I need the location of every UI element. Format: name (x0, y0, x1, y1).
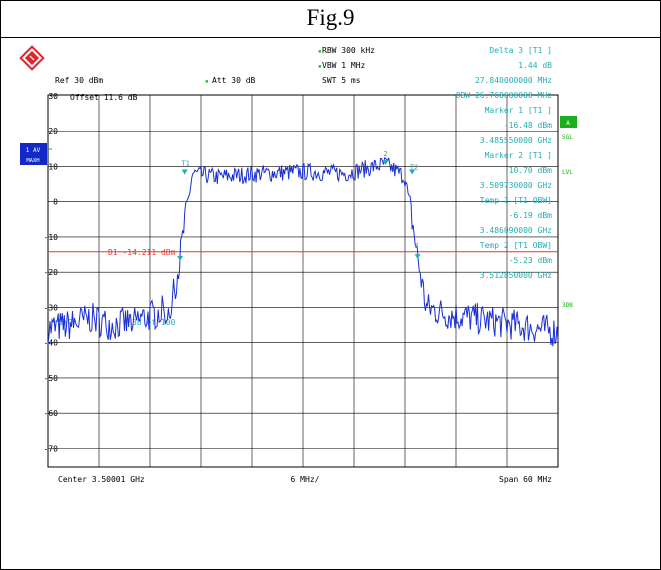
left-trace-tag: 1 AV MAXH (20, 143, 52, 165)
figure-caption-bar: Fig.9 (1, 1, 660, 38)
marker-readout-line: 3.509730000 GHz (480, 181, 552, 190)
offset-label: Offset 11.6 dB (70, 93, 138, 102)
marker-readout-line: 3.486090000 GHz (480, 226, 552, 235)
figure-caption: Fig.9 (306, 5, 355, 30)
trace-markers: T1 2 T2 3 (177, 150, 421, 261)
right-status-tags: A SGL LVL 3DB (560, 116, 577, 309)
att-label: Att 30 dB (212, 76, 256, 85)
rbw-marker-icon: ▪ (318, 48, 322, 55)
marker-triangle-icon (177, 255, 184, 261)
y-tick-label: -40 (44, 339, 59, 348)
ref-level-label: Ref 30 dBm (55, 76, 103, 85)
vbw-label: VBW 1 MHz (322, 61, 366, 70)
vbw-marker-icon: ▪ (318, 63, 322, 70)
sweep-label: SWP (58, 318, 73, 327)
marker-readout-line: 10.70 dBm (509, 166, 553, 175)
marker-readout-line: OBW 26.760000000 MHz (456, 91, 553, 100)
marker-triangle-icon (409, 169, 416, 175)
center-frequency-label: Center 3.50001 GHz (58, 475, 145, 484)
division-label: 6 MHz/ (291, 475, 320, 484)
trace-mode-av: 1 AV (26, 147, 41, 154)
d1-line-label: D1 -14.211 dBm (108, 248, 176, 257)
screen-a-tag (560, 116, 577, 128)
marker-readout-line: -5.23 dBm (509, 256, 553, 265)
y-tick-label: -70 (44, 444, 59, 453)
y-tick-label: 10 (48, 162, 58, 171)
overlay-texts: Offset 11.6 dB SWP 38 of 100 (58, 93, 176, 327)
y-tick-label: -30 (44, 303, 59, 312)
y-tick-label: 20 (48, 127, 58, 136)
rohde-schwarz-logo-icon (19, 45, 45, 71)
trace-mode-maxh: MAXH (26, 158, 39, 164)
swt-label: SWT 5 ms (322, 76, 361, 85)
marker-readout-line: -6.19 dBm (509, 211, 553, 220)
y-tick-label: 0 (53, 198, 58, 207)
marker-readout-line: Marker 2 [T1 ] (485, 151, 552, 160)
marker-readout-line: Temp 1 [T1 OBW] (480, 196, 552, 205)
marker-label: 3 (415, 242, 419, 250)
marker-readout-line: Delta 3 [T1 ] (489, 46, 552, 55)
marker-readout-line: 3.485550000 GHz (480, 136, 552, 145)
lvl-tag: LVL (562, 169, 573, 176)
y-tick-label: -50 (44, 374, 59, 383)
grid (48, 95, 558, 467)
y-tick-label: -60 (44, 409, 59, 418)
marker-triangle-icon (181, 169, 188, 175)
footer: Center 3.50001 GHz 6 MHz/ Span 60 MHz (58, 475, 552, 484)
att-marker-icon: ▪ (205, 78, 209, 85)
y-tick-label: 30 (48, 92, 58, 101)
marker-readout-line: Marker 1 [T1 ] (485, 106, 552, 115)
span-label: Span 60 MHz (499, 475, 552, 484)
marker-readout-line: -16.48 dBm (504, 121, 552, 130)
marker-triangle-icon (414, 254, 421, 260)
marker-label: T2 (410, 164, 418, 172)
sweep-count-label: 38 of 100 (132, 318, 176, 327)
marker-readout-line: 3.512850000 GHz (480, 271, 552, 280)
3db-tag: 3DB (562, 302, 573, 309)
marker-label: 2 (384, 150, 388, 158)
marker-label: T1 (181, 160, 189, 168)
svg-text:A: A (566, 120, 570, 127)
marker-readout-panel: Delta 3 [T1 ] 1.44 dB 27.840000000 MHz OBW … (456, 46, 553, 280)
display-line-d1: D1 -14.211 dBm (48, 248, 558, 257)
rbw-label: RBW 300 kHz (322, 46, 375, 55)
marker-readout-line: Temp 2 [T1 OBW] (480, 241, 552, 250)
y-tick-label: -10 (44, 233, 59, 242)
marker-readout-line: 27.840000000 MHz (475, 76, 552, 85)
marker-readout-line: 1.44 dB (518, 61, 552, 70)
spectrum-trace (47, 156, 559, 347)
y-axis-ticks: 30 20 10 0 -10 -20 -30 -40 -50 -60 -70 (44, 92, 59, 453)
sgl-tag: SGL (562, 134, 573, 141)
marker-triangle-icon (382, 160, 389, 166)
header: ▪ RBW 300 kHz ▪ VBW 1 MHz SWT 5 ms Ref 3… (55, 46, 375, 85)
y-tick-label: -20 (44, 268, 59, 277)
